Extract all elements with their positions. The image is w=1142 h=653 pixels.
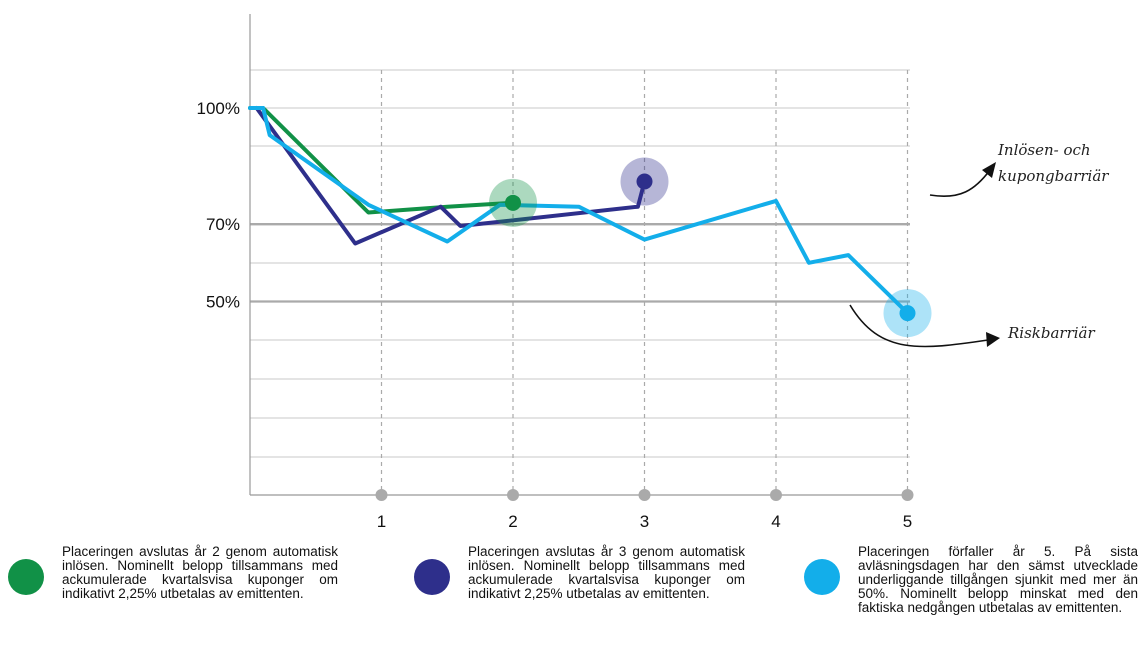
x-ticks: 1 2 3 4 5 [375,489,914,531]
x-tick-label: 1 [377,512,386,531]
x-tick-marker [507,489,519,501]
legend-dot-blue [804,559,840,595]
y-tick-label: 100% [197,99,240,118]
end-marker [505,194,521,211]
end-marker [636,173,653,190]
end-marker [899,305,916,322]
legend-item-green: Placeringen avslutas år 2 genom automati… [8,545,338,601]
x-tick-marker [638,489,651,501]
risk-arrow-head [986,332,1000,347]
legend-text-blue: Placeringen förfaller år 5. På sista avl… [858,544,1138,615]
x-tick-marker [901,489,914,501]
x-tick-label: 2 [508,512,517,531]
legend-dot-navy [414,559,450,595]
barrier-arrow-line [929,169,991,197]
legend-item-navy: Placeringen avslutas år 3 genom automati… [414,545,745,601]
series-line [254,106,647,246]
risk-annotation: Riskbarriär [1007,324,1096,342]
x-tick-marker [770,489,782,501]
risk-arrow-line [849,304,989,348]
series-line [248,106,910,316]
legend-dot-green [8,559,44,595]
legend-item-blue: Placeringen förfaller år 5. På sista avl… [804,545,1138,615]
y-tick-label: 50% [206,293,240,312]
barrier-annotation-line-2: kupongbarriär [998,167,1109,185]
barrier-annotation-line-1: Inlösen- och [997,141,1091,159]
x-tick-label: 4 [771,512,780,531]
x-tick-marker [375,489,388,501]
series-lines [248,106,932,338]
x-tick-label: 3 [640,512,649,531]
y-ticks: 100% 70% 50% [197,99,240,312]
x-tick-label: 5 [903,512,912,531]
legend-text-green: Placeringen avslutas år 2 genom automati… [62,544,338,601]
axes [249,14,910,496]
grid [250,69,910,495]
y-tick-label: 70% [206,215,240,234]
annotations: Inlösen- och kupongbarriär Riskbarriär [849,141,1109,348]
chart: 1 2 3 4 5 100% 70% 50% Inlösen- och kupongbarr… [197,14,1109,531]
barrier-arrow-head [982,162,996,178]
legend-text-navy: Placeringen avslutas år 3 genom automati… [468,544,745,601]
